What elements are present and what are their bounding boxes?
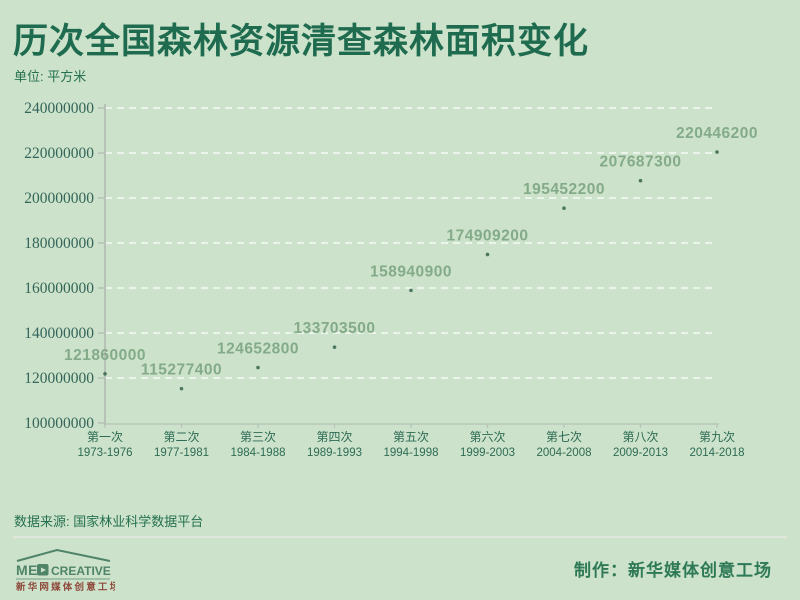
x-tick-period: 1999-2003 xyxy=(460,447,515,459)
logo-tagline: 新华网媒体创意工场 xyxy=(16,581,115,592)
data-point-label: 115277400 xyxy=(141,362,222,379)
x-tick-period: 1977-1981 xyxy=(154,447,209,459)
data-point-dot xyxy=(103,372,107,376)
x-tick-label: 第二次 xyxy=(163,430,199,444)
brand-logo: ME CREATIVE 新华网媒体创意工场 xyxy=(16,548,115,592)
x-tick-period: 1973-1976 xyxy=(78,447,133,459)
data-point-label: 121860000 xyxy=(64,347,146,364)
y-tick-label: 240000000 xyxy=(24,100,94,117)
unit-label: 单位: 平方米 xyxy=(14,69,87,84)
x-tick-period: 2009-2013 xyxy=(613,447,668,459)
data-point-dot xyxy=(715,150,719,154)
x-tick-period: 1994-1998 xyxy=(384,447,439,459)
x-tick-label: 第三次 xyxy=(240,430,276,444)
data-point-dot xyxy=(256,365,260,370)
x-tick-period: 2004-2008 xyxy=(537,447,592,459)
data-point-dot xyxy=(179,386,184,391)
footer-divider xyxy=(13,536,787,538)
play-icon-triangle xyxy=(41,567,46,573)
x-tick-label: 第四次 xyxy=(316,430,352,444)
x-tick-label: 第五次 xyxy=(393,430,429,444)
data-point-dot xyxy=(485,252,490,257)
x-tick-label: 第八次 xyxy=(622,430,658,444)
data-source-label: 数据来源: 国家林业科学数据平台 xyxy=(14,514,204,529)
data-point-label: 174909200 xyxy=(446,227,528,244)
data-point-dot xyxy=(638,178,643,183)
logo-roof-icon xyxy=(16,548,111,562)
y-tick-label: 120000000 xyxy=(24,370,94,387)
data-point-label: 207687300 xyxy=(599,154,681,171)
y-tick-label: 140000000 xyxy=(24,325,94,342)
data-point-label: 220446200 xyxy=(676,125,758,142)
y-tick-label: 100000000 xyxy=(24,415,94,432)
logo-brand-left: ME xyxy=(16,562,38,578)
x-tick-label: 第九次 xyxy=(699,430,735,444)
page-title: 历次全国森林资源清查森林面积变化 xyxy=(13,22,590,61)
data-point-label: 133703500 xyxy=(293,320,375,337)
x-tick-label: 第七次 xyxy=(546,430,582,444)
data-point-label: 195452200 xyxy=(523,181,605,198)
data-point-dot xyxy=(332,345,337,349)
data-point-dot xyxy=(562,206,566,211)
data-point-dot xyxy=(409,288,413,293)
x-tick-label: 第一次 xyxy=(87,430,123,444)
x-tick-period: 2014-2018 xyxy=(690,447,745,459)
x-tick-period: 1984-1988 xyxy=(231,447,286,459)
y-tick-label: 220000000 xyxy=(24,145,94,162)
y-tick-label: 180000000 xyxy=(24,235,94,252)
logo-brand-right: CREATIVE xyxy=(51,564,111,578)
y-tick-label: 200000000 xyxy=(24,190,94,207)
credit-text: 制作：新华媒体创意工场 xyxy=(574,561,772,580)
y-tick-label: 160000000 xyxy=(24,280,94,297)
data-point-label: 124652800 xyxy=(217,341,299,358)
x-tick-period: 1989-1993 xyxy=(307,447,362,459)
data-point-label: 158940900 xyxy=(370,263,452,280)
x-tick-label: 第六次 xyxy=(469,430,505,444)
